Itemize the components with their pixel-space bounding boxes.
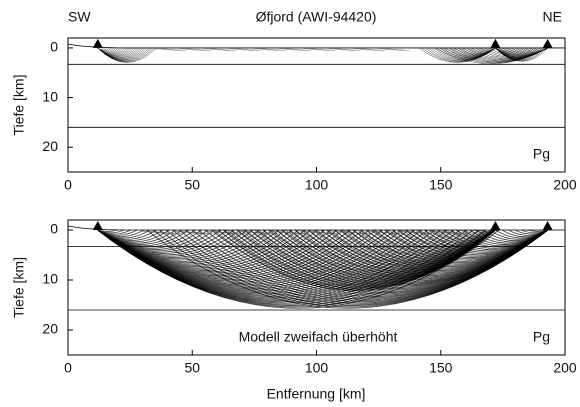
phase-label: Pg bbox=[533, 146, 550, 162]
x-tick-label: 200 bbox=[553, 360, 577, 376]
x-tick-label: 150 bbox=[429, 360, 453, 376]
ray bbox=[97, 229, 500, 309]
y-tick-label: 10 bbox=[42, 271, 58, 287]
x-tick-label: 100 bbox=[305, 177, 329, 193]
ray bbox=[418, 47, 496, 63]
y-axis-label: Tiefe [km] bbox=[11, 75, 27, 136]
annotation: Modell zweifach überhöht bbox=[239, 329, 398, 345]
station bbox=[542, 221, 553, 230]
y-axis-label: Tiefe [km] bbox=[11, 257, 27, 318]
x-tick-label: 150 bbox=[429, 177, 453, 193]
left-label: SW bbox=[68, 9, 91, 25]
x-axis-label: Entfernung [km] bbox=[267, 386, 366, 402]
ray bbox=[97, 47, 157, 63]
plot-frame bbox=[67, 37, 566, 173]
ray bbox=[435, 47, 548, 64]
ray bbox=[146, 229, 548, 309]
station bbox=[490, 38, 501, 48]
chart-title: Øfjord (AWI-94420) bbox=[256, 9, 377, 25]
station bbox=[542, 38, 553, 48]
ray-fans bbox=[97, 47, 549, 64]
y-tick-label: 10 bbox=[42, 88, 58, 104]
x-tick-label: 100 bbox=[305, 360, 329, 376]
y-tick-label: 0 bbox=[50, 221, 58, 237]
station bbox=[92, 221, 103, 230]
ray bbox=[495, 47, 549, 62]
station bbox=[490, 221, 501, 230]
right-label: NE bbox=[543, 9, 562, 25]
ray-fans bbox=[97, 229, 548, 309]
x-tick-label: 50 bbox=[184, 360, 200, 376]
x-tick-label: 50 bbox=[184, 177, 200, 193]
station bbox=[92, 38, 103, 48]
phase-label: Pg bbox=[533, 329, 550, 345]
x-tick-label: 0 bbox=[64, 177, 72, 193]
ray bbox=[213, 229, 496, 291]
surface bbox=[67, 43, 565, 49]
y-tick-label: 0 bbox=[50, 39, 58, 55]
x-tick-label: 200 bbox=[553, 177, 577, 193]
y-tick-label: 20 bbox=[42, 321, 58, 337]
surface bbox=[67, 225, 565, 231]
y-tick-label: 20 bbox=[42, 138, 58, 154]
x-tick-label: 0 bbox=[64, 360, 72, 376]
